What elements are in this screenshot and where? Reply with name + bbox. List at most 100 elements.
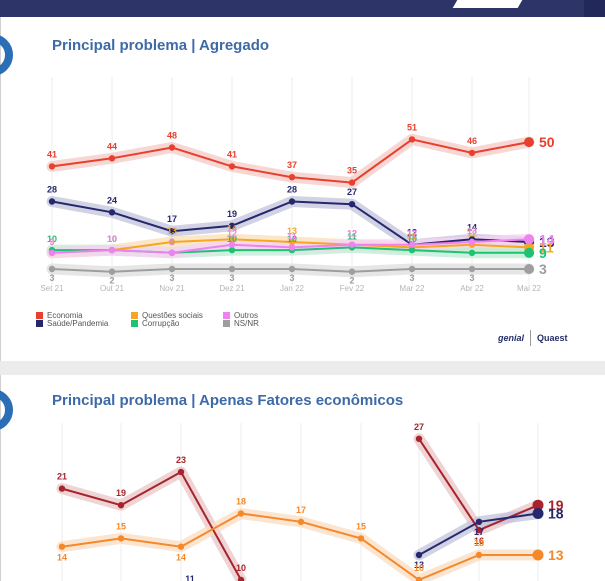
data-point: [416, 436, 422, 442]
data-label: 35: [347, 166, 357, 176]
quaest-logo: Quaest: [537, 333, 568, 343]
data-label: 46: [467, 136, 477, 146]
data-point: [178, 544, 184, 550]
data-point: [229, 266, 235, 272]
legend-swatch: [131, 312, 138, 319]
data-label: 10: [236, 563, 246, 573]
data-point: [109, 269, 115, 275]
legend-swatch: [36, 312, 43, 319]
data-point: [59, 485, 65, 491]
data-point: [349, 242, 355, 248]
data-point: [469, 150, 475, 156]
data-point: [49, 163, 55, 169]
data-label: 10: [414, 563, 424, 573]
genial-logo: genial: [498, 333, 524, 343]
data-label: 11: [185, 574, 195, 581]
data-label: 15: [356, 521, 366, 531]
data-point: [238, 510, 244, 516]
data-point: [409, 136, 415, 142]
data-label: 3: [469, 273, 474, 283]
data-point: [469, 239, 475, 245]
data-point: [524, 248, 534, 258]
data-label: 14: [539, 231, 555, 247]
data-label: 10: [107, 234, 117, 244]
data-point: [289, 266, 295, 272]
data-label: 24: [107, 195, 117, 205]
data-point: [298, 519, 304, 525]
legend-label: Saúde/Pandemia: [47, 319, 108, 328]
data-label: 48: [167, 131, 177, 141]
data-point: [533, 550, 544, 561]
data-label: 3: [289, 273, 294, 283]
data-label: 27: [414, 422, 424, 432]
data-label: 27: [347, 187, 357, 197]
legend-item-saude: Saúde/Pandemia: [36, 319, 108, 328]
data-label: 19: [116, 488, 126, 498]
line-chart-aggregate: Set 21 Out 21 Nov 21 Dez 21 Jan 22 Fev 22 Mar …: [1, 17, 605, 361]
data-label: 23: [176, 455, 186, 465]
data-point: [469, 250, 475, 256]
x-tick-label: Dez 21: [219, 284, 245, 293]
data-point: [109, 247, 115, 253]
data-label: 44: [107, 141, 117, 151]
brand-logos: genial Quaest: [498, 330, 568, 346]
data-label: 13: [467, 226, 477, 236]
data-label: 28: [287, 185, 297, 195]
data-point: [524, 234, 534, 244]
data-label: 18: [236, 497, 246, 507]
data-point: [469, 266, 475, 272]
data-point: [409, 242, 415, 248]
data-point: [169, 266, 175, 272]
banner-highlight: [453, 0, 523, 8]
data-point: [229, 163, 235, 169]
legend-swatch: [36, 320, 43, 327]
data-label: 3: [229, 273, 234, 283]
top-banner: [0, 0, 605, 17]
data-label: 3: [539, 261, 547, 277]
data-label: 14: [176, 553, 186, 563]
x-tick-label: Abr 22: [460, 284, 484, 293]
chart-card-aggregate: Principal problema | Agregado Set 21 Out …: [0, 17, 605, 363]
data-label: 41: [47, 149, 57, 159]
data-label: 13: [548, 547, 564, 563]
data-label: 3: [49, 273, 54, 283]
logo-divider: [530, 330, 531, 346]
data-label: 37: [287, 160, 297, 170]
data-label: 12: [347, 229, 357, 239]
data-label: 13: [167, 226, 177, 236]
data-label: 50: [539, 134, 555, 150]
data-point: [118, 535, 124, 541]
data-point: [524, 137, 534, 147]
data-point: [289, 244, 295, 250]
data-point: [476, 552, 482, 558]
data-label: 18: [548, 506, 564, 522]
data-label: 9: [49, 237, 54, 247]
data-label: 9: [169, 237, 174, 247]
chart-viewport: 21 19 23 10 27 16 19 13 17 18 14 15 14 18 17 15 10 13 13 11: [1, 375, 605, 581]
data-label: 2: [109, 276, 114, 286]
data-label: 17: [474, 527, 484, 537]
legend-swatch: [131, 320, 138, 327]
data-label: 2: [349, 276, 354, 286]
data-point: [229, 242, 235, 248]
data-label: 15: [116, 521, 126, 531]
data-point: [109, 209, 115, 215]
chart-card-economic: Principal problema | Apenas Fatores econ…: [0, 375, 605, 581]
x-tick-label: Jan 22: [280, 284, 305, 293]
legend-label: NS/NR: [234, 319, 259, 328]
data-label: 41: [227, 149, 237, 159]
legend-item-corrupcao: Corrupção: [131, 319, 179, 328]
data-label: 3: [409, 273, 414, 283]
x-tick-label: Nov 21: [159, 284, 185, 293]
data-label: 13: [474, 538, 484, 548]
data-point: [49, 198, 55, 204]
x-tick-label: Mar 22: [400, 284, 425, 293]
data-point: [358, 535, 364, 541]
data-point: [409, 266, 415, 272]
data-point: [49, 250, 55, 256]
data-point: [109, 155, 115, 161]
data-point: [349, 179, 355, 185]
data-label: 12: [407, 229, 417, 239]
legend-swatch: [223, 320, 230, 327]
data-point: [476, 519, 482, 525]
